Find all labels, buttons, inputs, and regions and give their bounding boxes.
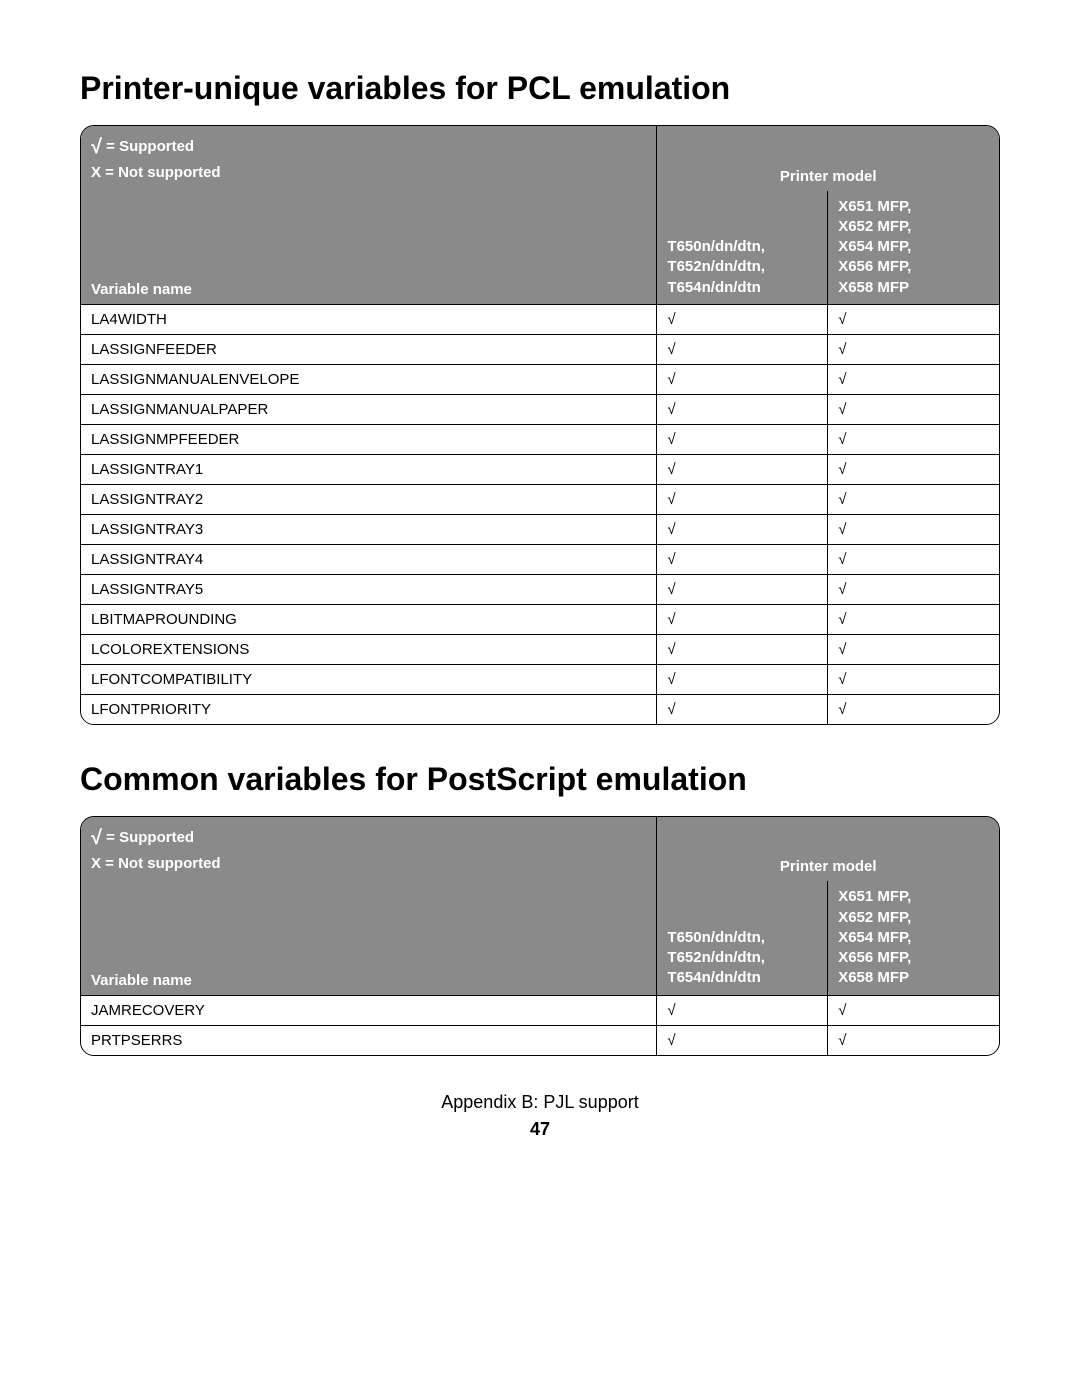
variable-name-cell: LASSIGNTRAY1 <box>81 454 657 484</box>
support-cell-b: √ <box>828 634 999 664</box>
variable-name-cell: LCOLOREXTENSIONS <box>81 634 657 664</box>
support-cell-a: √ <box>657 574 828 604</box>
variable-name-cell: LFONTCOMPATIBILITY <box>81 664 657 694</box>
table-row: LASSIGNMPFEEDER√√ <box>81 424 999 454</box>
table-row: LASSIGNTRAY2√√ <box>81 484 999 514</box>
variable-name-cell: LASSIGNMPFEEDER <box>81 424 657 454</box>
table-row: LASSIGNTRAY5√√ <box>81 574 999 604</box>
col-variable-name: Variable name <box>81 881 657 994</box>
support-cell-a: √ <box>657 424 828 454</box>
support-cell-b: √ <box>828 424 999 454</box>
support-cell-a: √ <box>657 454 828 484</box>
printer-model-header: Printer model <box>657 817 999 882</box>
table-row: LASSIGNFEEDER√√ <box>81 334 999 364</box>
page-number: 47 <box>80 1119 1000 1140</box>
variable-name-cell: LASSIGNTRAY2 <box>81 484 657 514</box>
document-page: Printer-unique variables for PCL emulati… <box>0 0 1080 1180</box>
postscript-table: √ = Supported X = Not supported Printer … <box>80 816 1000 1056</box>
variable-name-cell: LASSIGNTRAY4 <box>81 544 657 574</box>
legend-not-supported: X = Not supported <box>91 164 221 181</box>
table-row: LCOLOREXTENSIONS√√ <box>81 634 999 664</box>
support-cell-a: √ <box>657 484 828 514</box>
table-row: PRTPSERRS√√ <box>81 1025 999 1055</box>
check-icon: √ <box>91 132 102 162</box>
support-cell-a: √ <box>657 694 828 724</box>
variable-name-cell: LFONTPRIORITY <box>81 694 657 724</box>
support-cell-b: √ <box>828 394 999 424</box>
support-cell-a: √ <box>657 995 828 1025</box>
table-row: LBITMAPROUNDING√√ <box>81 604 999 634</box>
support-cell-b: √ <box>828 514 999 544</box>
legend-cell: √ = Supported X = Not supported <box>81 126 657 191</box>
table-row: LA4WIDTH√√ <box>81 304 999 334</box>
support-cell-b: √ <box>828 364 999 394</box>
section-title-1: Common variables for PostScript emulatio… <box>80 761 1000 798</box>
col-variable-name: Variable name <box>81 191 657 304</box>
appendix-label: Appendix B: PJL support <box>80 1092 1000 1113</box>
variable-name-cell: LASSIGNFEEDER <box>81 334 657 364</box>
table-row: LASSIGNMANUALPAPER√√ <box>81 394 999 424</box>
col-model-b: X651 MFP,X652 MFP,X654 MFP,X656 MFP,X658… <box>828 191 999 304</box>
support-cell-b: √ <box>828 454 999 484</box>
table-row: JAMRECOVERY√√ <box>81 995 999 1025</box>
support-cell-a: √ <box>657 604 828 634</box>
support-cell-b: √ <box>828 664 999 694</box>
col-model-a: T650n/dn/dtn,T652n/dn/dtn,T654n/dn/dtn <box>657 191 828 304</box>
support-cell-a: √ <box>657 304 828 334</box>
printer-model-header: Printer model <box>657 126 999 191</box>
legend-supported: = Supported <box>106 829 194 846</box>
support-cell-b: √ <box>828 1025 999 1055</box>
variable-name-cell: LASSIGNMANUALENVELOPE <box>81 364 657 394</box>
variable-name-cell: LASSIGNMANUALPAPER <box>81 394 657 424</box>
variable-name-cell: LASSIGNTRAY5 <box>81 574 657 604</box>
support-cell-b: √ <box>828 334 999 364</box>
col-model-b: X651 MFP,X652 MFP,X654 MFP,X656 MFP,X658… <box>828 881 999 994</box>
support-cell-a: √ <box>657 334 828 364</box>
postscript-table-body: JAMRECOVERY√√PRTPSERRS√√ <box>81 995 999 1055</box>
legend-supported: = Supported <box>106 138 194 155</box>
support-cell-b: √ <box>828 544 999 574</box>
pcl-table: √ = Supported X = Not supported Printer … <box>80 125 1000 725</box>
variable-name-cell: PRTPSERRS <box>81 1025 657 1055</box>
support-cell-a: √ <box>657 634 828 664</box>
variable-name-cell: LASSIGNTRAY3 <box>81 514 657 544</box>
table-row: LASSIGNTRAY3√√ <box>81 514 999 544</box>
legend-cell: √ = Supported X = Not supported <box>81 817 657 882</box>
support-cell-b: √ <box>828 574 999 604</box>
legend-not-supported: X = Not supported <box>91 855 221 872</box>
section-title-0: Printer-unique variables for PCL emulati… <box>80 70 1000 107</box>
col-model-a: T650n/dn/dtn,T652n/dn/dtn,T654n/dn/dtn <box>657 881 828 994</box>
table-row: LFONTCOMPATIBILITY√√ <box>81 664 999 694</box>
variable-name-cell: LA4WIDTH <box>81 304 657 334</box>
support-cell-b: √ <box>828 304 999 334</box>
support-cell-a: √ <box>657 514 828 544</box>
support-cell-a: √ <box>657 1025 828 1055</box>
support-cell-b: √ <box>828 694 999 724</box>
support-cell-b: √ <box>828 604 999 634</box>
table-row: LASSIGNTRAY1√√ <box>81 454 999 484</box>
support-cell-b: √ <box>828 484 999 514</box>
variable-name-cell: JAMRECOVERY <box>81 995 657 1025</box>
pcl-table-body: LA4WIDTH√√LASSIGNFEEDER√√LASSIGNMANUALEN… <box>81 304 999 724</box>
table-row: LASSIGNMANUALENVELOPE√√ <box>81 364 999 394</box>
support-cell-a: √ <box>657 664 828 694</box>
variable-name-cell: LBITMAPROUNDING <box>81 604 657 634</box>
support-cell-a: √ <box>657 364 828 394</box>
support-cell-a: √ <box>657 394 828 424</box>
table-row: LFONTPRIORITY√√ <box>81 694 999 724</box>
support-cell-b: √ <box>828 995 999 1025</box>
support-cell-a: √ <box>657 544 828 574</box>
table-row: LASSIGNTRAY4√√ <box>81 544 999 574</box>
check-icon: √ <box>91 823 102 853</box>
